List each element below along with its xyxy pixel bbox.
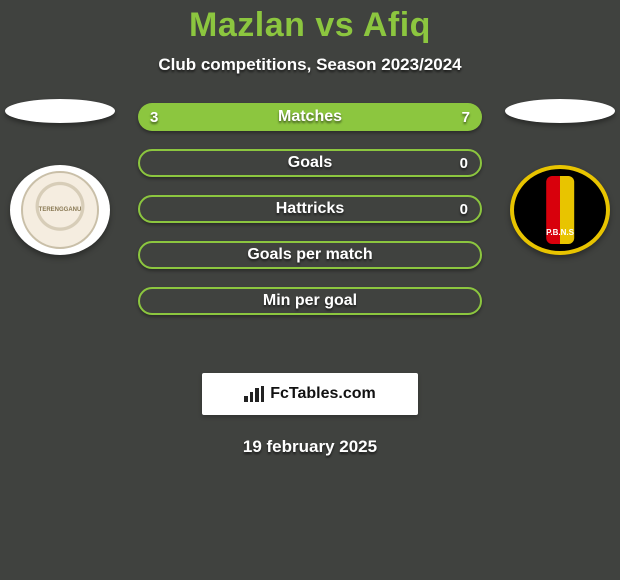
club-crest-right-label: P.B.N.S — [514, 228, 606, 237]
brand-text: FcTables.com — [270, 385, 376, 403]
player-right-photo-placeholder — [505, 99, 615, 123]
infographic-card: Mazlan vs Afiq Club competitions, Season… — [0, 0, 620, 580]
player-left-column: TERENGGANU — [0, 99, 120, 255]
stat-bar: Min per goal — [138, 287, 482, 315]
stat-bar-label: Min per goal — [140, 289, 480, 313]
page-title: Mazlan vs Afiq — [0, 0, 620, 45]
stat-bar-label: Goals per match — [140, 243, 480, 267]
stat-bar-label: Hattricks — [140, 197, 480, 221]
stat-bar: Hattricks0 — [138, 195, 482, 223]
stat-bar-value-right: 0 — [460, 151, 468, 175]
stat-bar: Goals per match — [138, 241, 482, 269]
brand-badge: FcTables.com — [202, 373, 418, 415]
stat-bar-label: Goals — [140, 151, 480, 175]
club-crest-left: TERENGGANU — [10, 165, 110, 255]
player-left-photo-placeholder — [5, 99, 115, 123]
player-right-column: P.B.N.S — [500, 99, 620, 255]
player-right-name: Afiq — [363, 6, 431, 44]
player-left-name: Mazlan — [189, 6, 305, 44]
club-crest-right: P.B.N.S — [510, 165, 610, 255]
vs-label: vs — [315, 6, 354, 44]
stat-bar-label: Matches — [138, 103, 482, 131]
stat-bar-value-right: 7 — [462, 103, 470, 131]
stat-bar: Matches3 7 — [138, 103, 482, 131]
stat-bar-value-left: 3 — [150, 103, 158, 131]
chart-icon — [244, 386, 264, 402]
club-crest-left-label: TERENGGANU — [21, 171, 99, 249]
stat-bars: Matches37Goals0Hattricks0Goals per match… — [138, 103, 482, 315]
subtitle: Club competitions, Season 2023/2024 — [0, 55, 620, 75]
date-label: 19 february 2025 — [0, 437, 620, 457]
stat-bar: Goals0 — [138, 149, 482, 177]
stat-bar-value-right: 0 — [460, 197, 468, 221]
comparison-area: TERENGGANU P.B.N.S Matches37Goals0Hattri… — [0, 103, 620, 353]
